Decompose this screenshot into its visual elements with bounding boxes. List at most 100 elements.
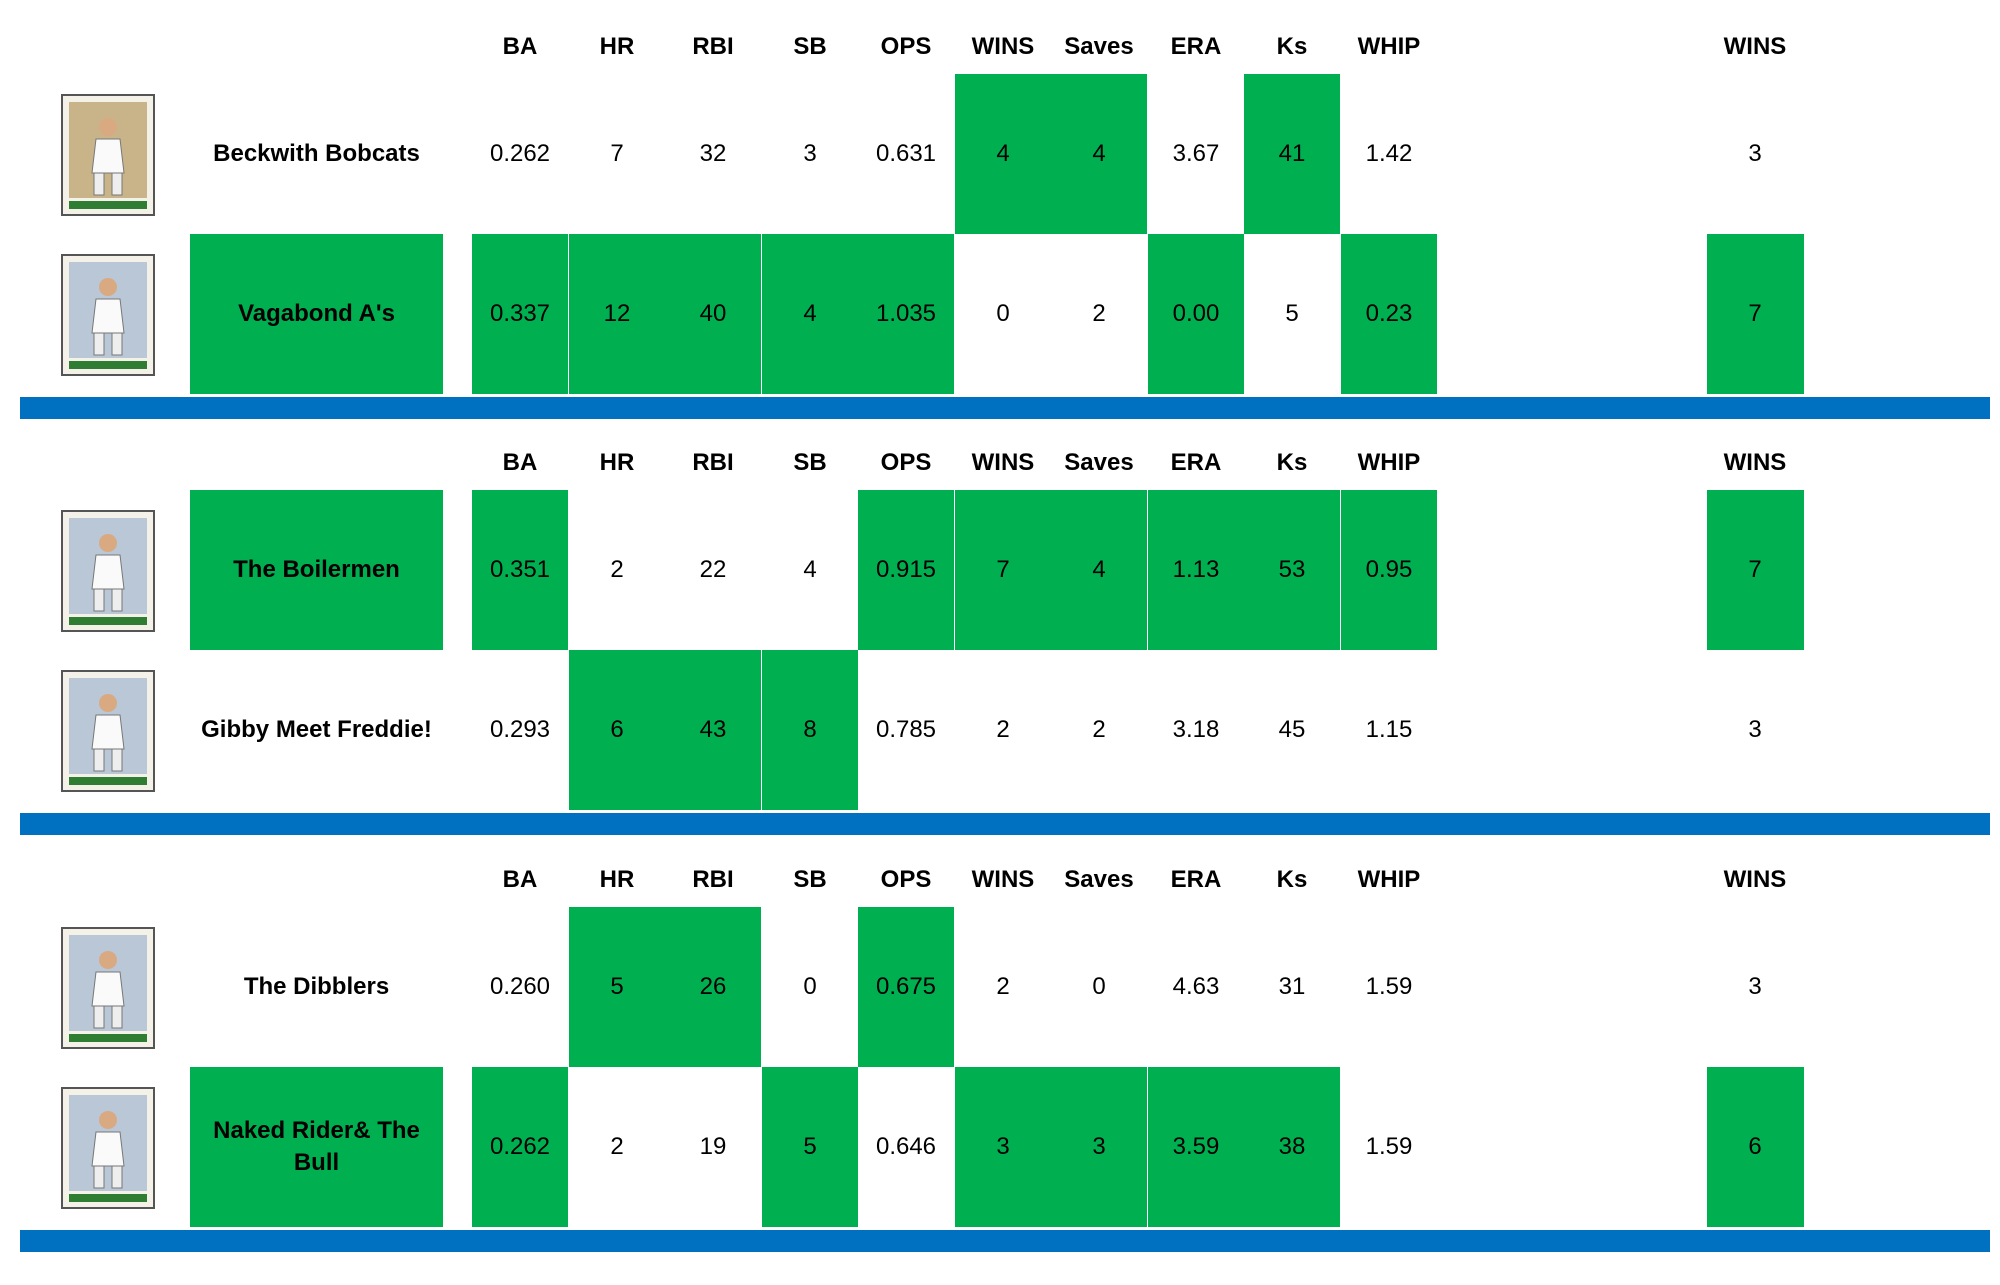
section-divider xyxy=(20,813,1990,835)
batter-card-icon xyxy=(56,252,160,378)
column-header: OPS xyxy=(880,33,932,60)
team-name: Beckwith Bobcats xyxy=(213,140,420,167)
stat-cell-era: 3.67 xyxy=(1172,140,1220,167)
stat-cell-ops: 0.631 xyxy=(875,140,937,167)
column-header: WHIP xyxy=(1357,33,1421,60)
stat-cell-ba: 0.262 xyxy=(489,140,551,167)
stat-cell-rbi: 19 xyxy=(699,1133,727,1160)
player-card-icon xyxy=(56,508,160,634)
team-name: Vagabond A's xyxy=(190,234,443,394)
column-header: ERA xyxy=(1170,866,1222,893)
column-header: Saves xyxy=(1064,33,1134,60)
column-header: Ks xyxy=(1276,866,1308,893)
total-wins-header: WINS xyxy=(1723,449,1787,476)
stat-cell-rbi: 40 xyxy=(665,234,761,394)
stat-cell-ks: 45 xyxy=(1278,716,1306,743)
column-header: RBI xyxy=(692,33,734,60)
stat-cell-hr: 7 xyxy=(610,140,624,167)
player-card-icon xyxy=(56,925,160,1051)
team-row: The Boilermen 0.351 2 22 4 0.915 7 4 1.13 53 0.95 7 xyxy=(0,490,2000,650)
column-header: WINS xyxy=(971,33,1035,60)
stat-cell-ops: 0.915 xyxy=(858,490,954,650)
total-wins-cell: 6 xyxy=(1706,1067,1804,1227)
stat-cell-ba: 0.337 xyxy=(472,234,568,394)
team-name: The Boilermen xyxy=(190,490,443,650)
stat-cell-wins: 7 xyxy=(955,490,1051,650)
team-row: Naked Rider& The Bull 0.262 2 19 5 0.646 3 3 3.5… xyxy=(0,1067,2000,1227)
stat-cell-ops: 0.646 xyxy=(875,1133,937,1160)
total-wins-header: WINS xyxy=(1723,866,1787,893)
stat-cell-ba: 0.293 xyxy=(489,716,551,743)
column-header: BA xyxy=(502,33,538,60)
stat-cell-wins: 0 xyxy=(996,300,1010,327)
total-wins-cell: 3 xyxy=(1748,973,1762,1000)
stat-cell-ops: 1.035 xyxy=(858,234,954,394)
stat-cell-sb: 3 xyxy=(803,140,817,167)
stat-cell-sb: 4 xyxy=(762,234,858,394)
stat-cell-sb: 5 xyxy=(762,1067,858,1227)
team-name: The Dibblers xyxy=(243,973,390,1000)
stat-cell-sb: 0 xyxy=(803,973,817,1000)
stat-cell-wins: 2 xyxy=(996,973,1010,1000)
stat-cell-ks: 41 xyxy=(1244,74,1340,234)
stat-cell-sb: 8 xyxy=(762,650,858,810)
column-header: Ks xyxy=(1276,449,1308,476)
stat-cell-whip: 1.59 xyxy=(1365,1133,1413,1160)
stat-cell-rbi: 32 xyxy=(699,140,727,167)
pitcher-card-icon xyxy=(56,92,160,218)
stat-cell-whip: 0.95 xyxy=(1341,490,1437,650)
column-header: SB xyxy=(793,866,827,893)
stat-cell-era: 3.59 xyxy=(1148,1067,1244,1227)
column-header: RBI xyxy=(692,866,734,893)
stat-cell-era: 0.00 xyxy=(1148,234,1244,394)
stat-cell-wins: 2 xyxy=(996,716,1010,743)
column-header: SB xyxy=(793,449,827,476)
column-header: HR xyxy=(599,449,635,476)
team-row: Gibby Meet Freddie! 0.293 6 43 8 0.785 2 2 3.18 4… xyxy=(0,650,2000,810)
stat-cell-hr: 6 xyxy=(569,650,665,810)
total-wins-cell: 7 xyxy=(1706,234,1804,394)
column-header: ERA xyxy=(1170,449,1222,476)
column-header: WINS xyxy=(971,866,1035,893)
column-header: WINS xyxy=(971,449,1035,476)
stat-cell-saves: 4 xyxy=(1051,74,1147,234)
total-wins-cell: 3 xyxy=(1748,716,1762,743)
stat-cell-saves: 2 xyxy=(1092,716,1106,743)
stat-cell-saves: 2 xyxy=(1092,300,1106,327)
team-row: Beckwith Bobcats 0.262 7 32 3 0.631 4 4 3.67 41 1.… xyxy=(0,74,2000,234)
stat-cell-wins: 3 xyxy=(955,1067,1051,1227)
column-header: Ks xyxy=(1276,33,1308,60)
column-header: SB xyxy=(793,33,827,60)
stat-cell-ks: 5 xyxy=(1285,300,1299,327)
stat-cell-ops: 0.675 xyxy=(858,907,954,1067)
section-divider xyxy=(20,1230,1990,1252)
stat-cell-hr: 2 xyxy=(610,1133,624,1160)
stat-cell-ba: 0.262 xyxy=(472,1067,568,1227)
column-header: WHIP xyxy=(1357,449,1421,476)
stat-cell-whip: 0.23 xyxy=(1341,234,1437,394)
stat-cell-saves: 3 xyxy=(1051,1067,1147,1227)
team-name: Naked Rider& The Bull xyxy=(190,1067,443,1227)
stat-cell-era: 4.63 xyxy=(1172,973,1220,1000)
total-wins-header: WINS xyxy=(1723,33,1787,60)
stat-cell-era: 3.18 xyxy=(1172,716,1220,743)
stat-cell-hr: 2 xyxy=(610,556,624,583)
column-header: HR xyxy=(599,866,635,893)
column-header: OPS xyxy=(880,449,932,476)
matchup-block: BA HR RBI SB OPS WINS Saves ERA Ks WHIP WINS Beckw… xyxy=(0,20,2000,394)
total-wins-cell: 3 xyxy=(1748,140,1762,167)
column-header: OPS xyxy=(880,866,932,893)
stat-cell-whip: 1.15 xyxy=(1365,716,1413,743)
section-divider xyxy=(20,397,1990,419)
stat-cell-sb: 4 xyxy=(803,556,817,583)
stat-cell-rbi: 22 xyxy=(699,556,727,583)
stat-cell-ba: 0.351 xyxy=(472,490,568,650)
stat-cell-whip: 1.59 xyxy=(1365,973,1413,1000)
stat-cell-ks: 38 xyxy=(1244,1067,1340,1227)
column-header: HR xyxy=(599,33,635,60)
column-header: BA xyxy=(502,449,538,476)
stat-cell-era: 1.13 xyxy=(1148,490,1244,650)
column-header: Saves xyxy=(1064,866,1134,893)
total-wins-cell: 7 xyxy=(1706,490,1804,650)
column-header: ERA xyxy=(1170,33,1222,60)
